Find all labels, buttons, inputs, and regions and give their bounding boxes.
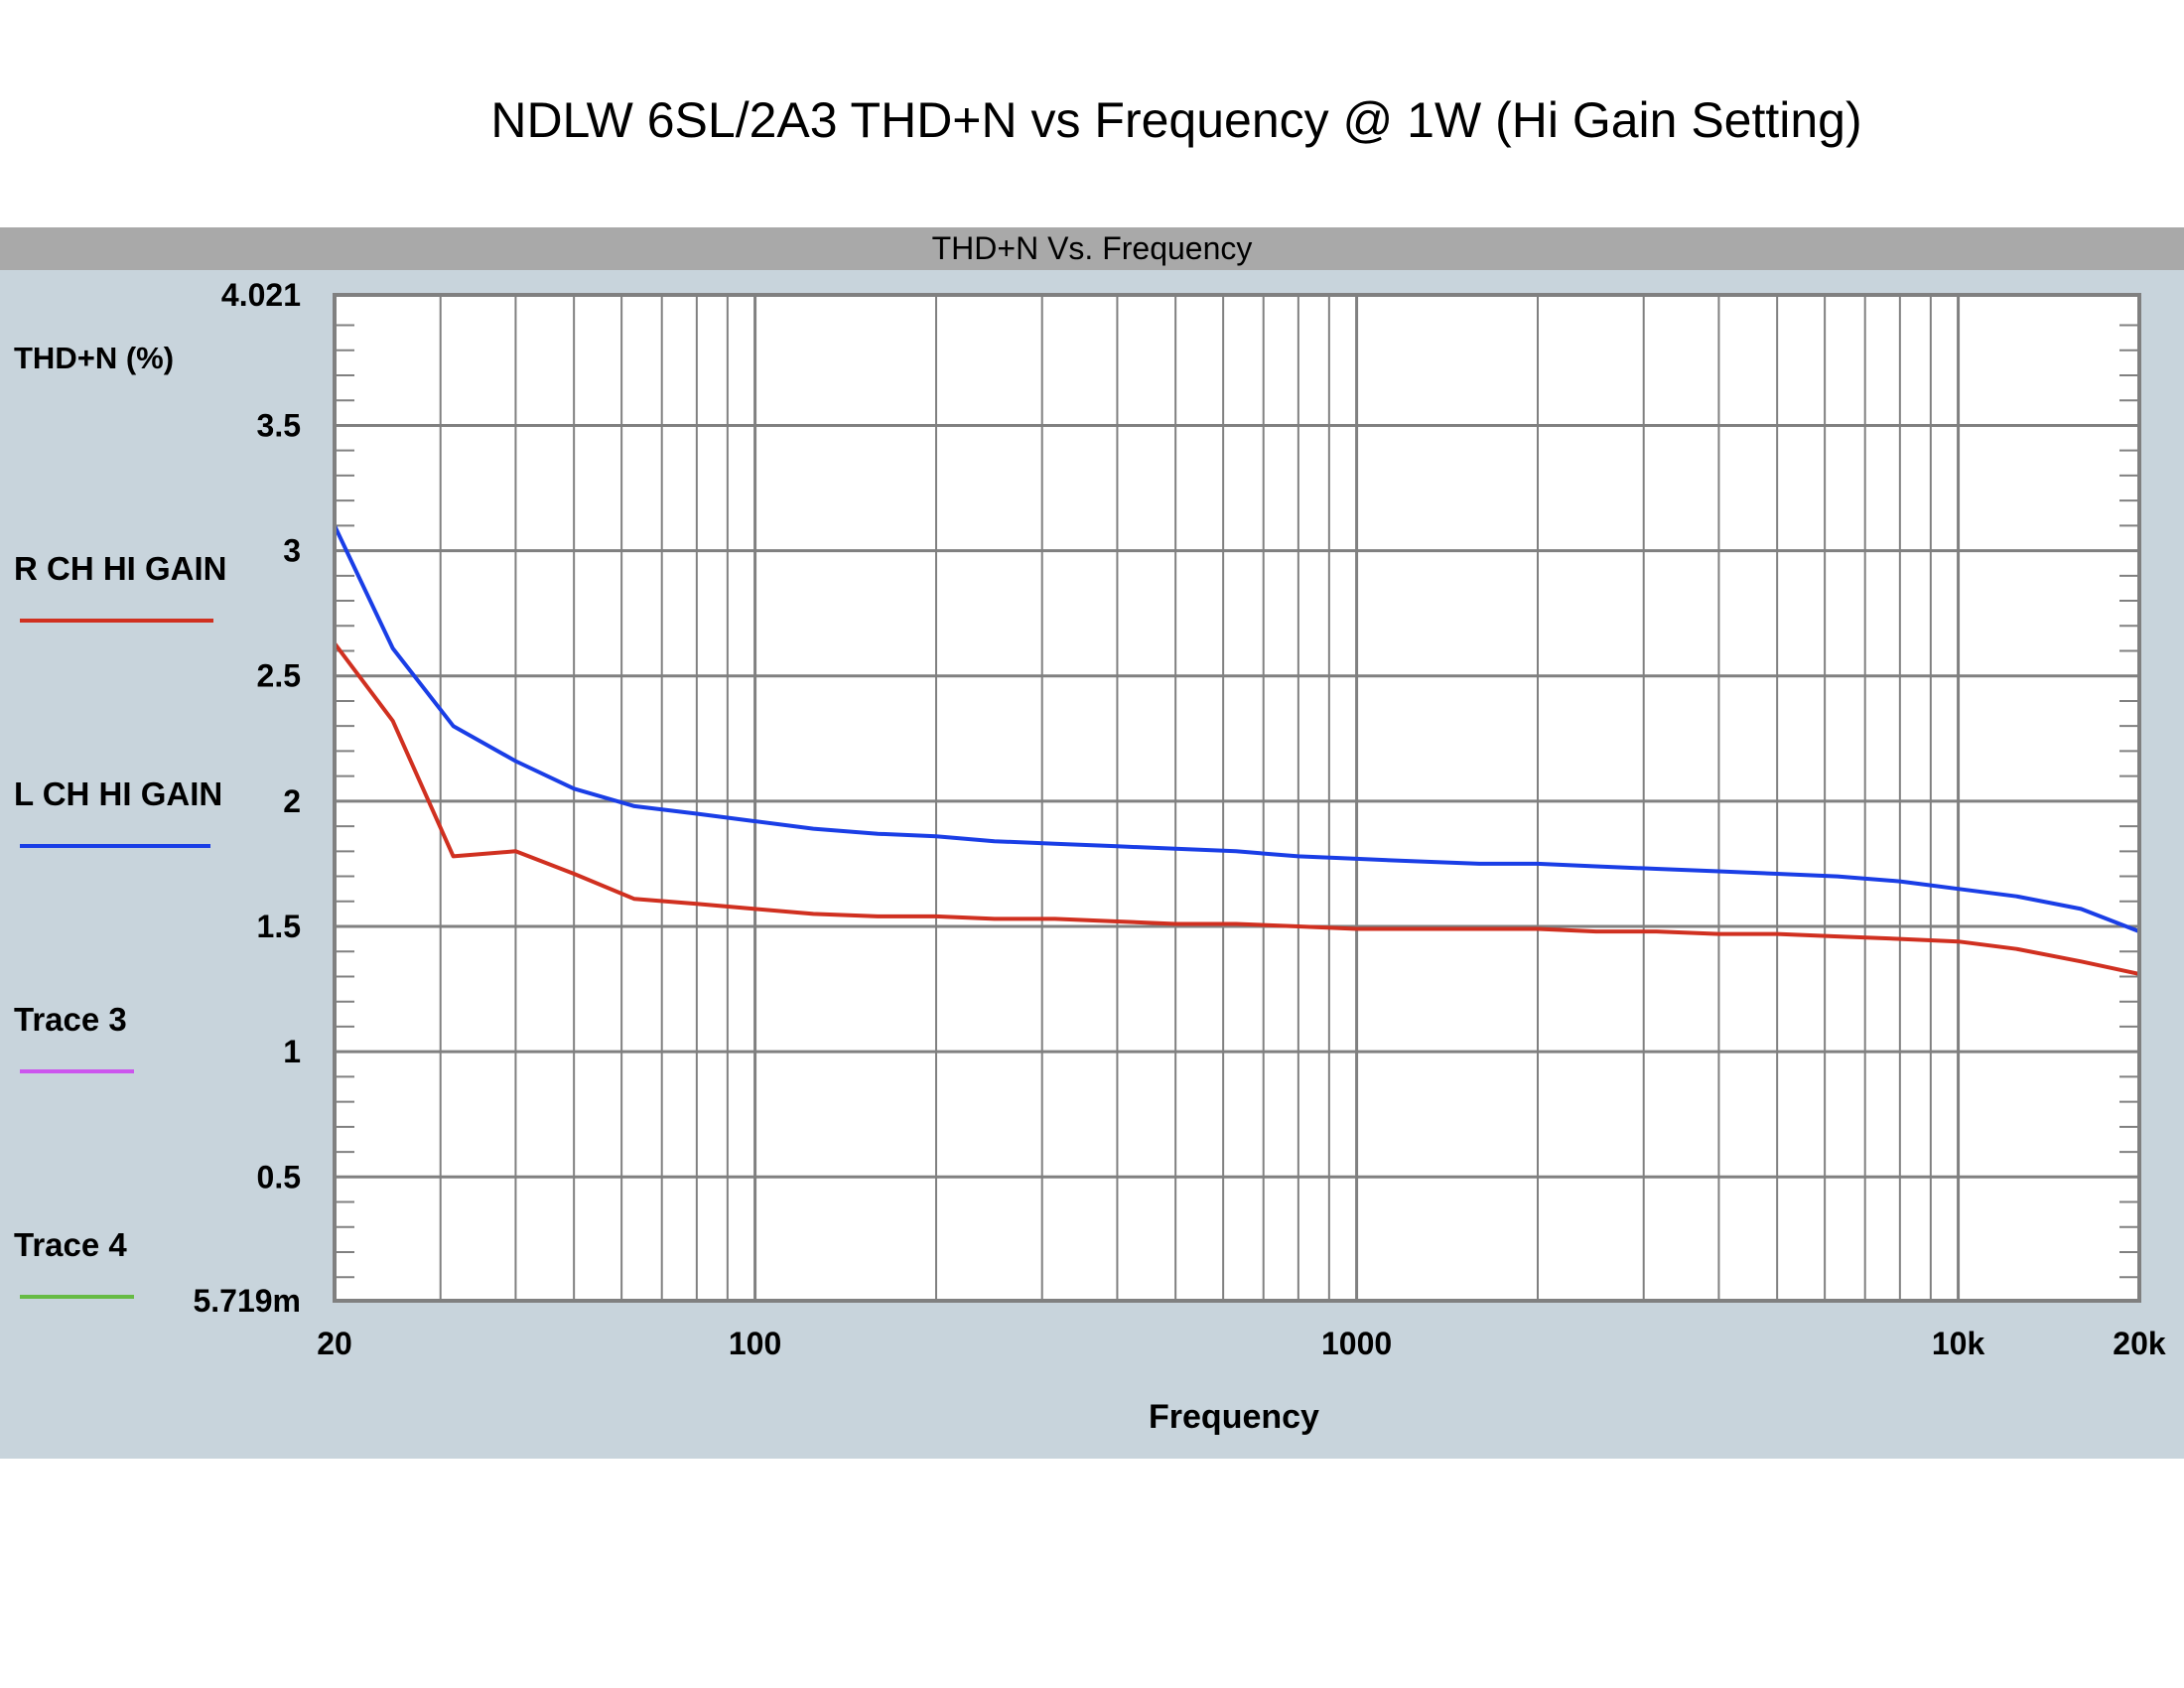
y-tick-label: 3.5 [257,407,301,443]
minor-ticks [335,324,2139,1279]
y-tick-label: 0.5 [257,1159,301,1195]
x-tick-label: 20k [2113,1326,2166,1361]
plot-frame [333,293,2141,1303]
y-tick-label: 1 [283,1034,301,1069]
y-tick-label: 5.719m [193,1283,301,1319]
legend-label-1: R CH HI GAIN [14,550,227,587]
y-tick-label: 4.021 [221,277,301,313]
y-tick-label: 1.5 [257,909,301,944]
series-line-1 [333,641,2140,976]
legend-label-4: Trace 4 [14,1226,127,1263]
y-tick-label: 3 [283,533,301,569]
x-tick-label: 10k [1932,1326,1985,1361]
y-tick-label: 2.5 [257,658,301,694]
plot-area [335,295,2139,1301]
x-tick-label: 1000 [1321,1326,1392,1361]
chart-panel: THD+N Vs. Frequency 5.719m 0.5 1 1.5 2 2.5 3 3.… [0,227,2184,1459]
x-tick-label: 100 [729,1326,781,1361]
series-line-2 [333,524,2140,933]
series-lines [333,524,2140,976]
y-tick-labels: 5.719m 0.5 1 1.5 2 2.5 3 3.5 4.021 [193,277,301,1319]
chart-panel-header: THD+N Vs. Frequency [0,227,2184,270]
x-tick-labels: 20 100 1000 10k 20k [317,1326,2166,1361]
y-axis-label: THD+N (%) [14,341,174,375]
page-title: NDLW 6SL/2A3 THD+N vs Frequency @ 1W (Hi… [490,92,1862,148]
x-axis-label: Frequency [1149,1398,1319,1436]
y-tick-label: 2 [283,783,301,819]
legend-label-3: Trace 3 [14,1001,127,1038]
legend-label-2: L CH HI GAIN [14,775,222,812]
grid-lines [335,295,2139,1301]
legend: R CH HI GAIN L CH HI GAIN Trace 3 Trace 4 [14,550,227,1299]
x-tick-label: 20 [317,1326,352,1361]
